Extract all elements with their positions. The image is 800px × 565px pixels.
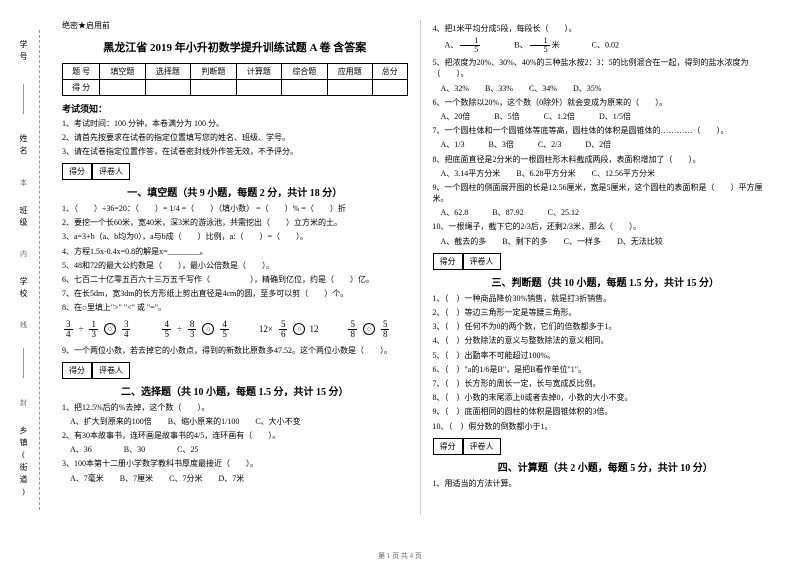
seal-mark: 封: [19, 399, 29, 406]
sidebar-label: 乡镇(街道): [18, 426, 29, 500]
score-box: 得分评卷人: [62, 362, 408, 379]
section-title: 一、填空题（共 9 小题，每题 2 分，共计 18 分）: [62, 184, 408, 199]
question: 1、（ ）一种商品降价30%销售，就是打3折销售。: [433, 293, 779, 304]
section-title: 二、选择题（共 10 小题，每题 1.5 分，共计 15 分）: [62, 383, 408, 398]
question: 9、（ ）底面相同的圆柱的体积是圆锥体积的3倍。: [433, 406, 779, 417]
question-options: A、20倍 B、5倍 C、1.2倍 D、1/5倍: [433, 111, 779, 122]
question: 5、48和72的最大公约数是（ ），最小公倍数是（ ）。: [62, 260, 408, 271]
question: 7、一个圆柱体和一个圆锥体等底等高，圆柱体的体积是圆锥体的…………（ ）。: [433, 125, 779, 136]
seal-mark: 本: [19, 179, 29, 186]
question: 6、一个数除以20%，这个数（0除外）就会变成为原来的（ ）。: [433, 97, 779, 108]
sidebar-label: 姓名: [18, 134, 29, 158]
score-box: 得分评卷人: [433, 438, 779, 455]
question: 8、（ ）小数的末尾添上0或者去掉0，小数的大小不变。: [433, 392, 779, 403]
question: 7、（ ）长方形的周长一定，长与宽成反比例。: [433, 378, 779, 389]
question-options: A、15 B、15米 C、0.02: [433, 37, 779, 54]
question: 8、在○里填上">" "<" 或 "="。: [62, 302, 408, 313]
binding-sidebar: 学号 姓名 本 班级 内 学校 线 封 乡镇(街道): [8, 30, 40, 510]
exam-title: 黑龙江省 2019 年小升初数学提升训练试题 A 卷 含答案: [62, 39, 408, 55]
question: 1、把12.5%后的%去掉，这个数（ ）。: [62, 402, 408, 413]
question: 4、方程1.5x-0.4x=0.8的解是x=________。: [62, 246, 408, 257]
sidebar-label: 学校: [18, 277, 29, 301]
question: 2、有30本故事书，连环画是故事书的4/5，连环画有（ ）。: [62, 430, 408, 441]
seal-mark: 内: [19, 250, 29, 257]
score-table: 题 号填空题选择题判断题计算题综合题应用题总分 得 分: [62, 63, 408, 96]
question: 10、（ ）假分数的倒数都小于1。: [433, 421, 779, 432]
question-options: A、截去的多 B、剩下的多 C、一样多 D、无法比较: [433, 236, 779, 247]
secret-label: 绝密★启用前: [62, 20, 408, 31]
table-row: 得 分: [63, 80, 408, 96]
page-footer: 第 1 页 共 4 页: [0, 551, 800, 561]
section-title: 四、计算题（共 2 小题，每题 5 分，共计 10 分）: [433, 459, 779, 474]
fraction-row: 34÷13○34 45÷83○45 12×56○12 58○58: [62, 320, 408, 339]
question: 10、一根绳子，截下它的2/3后，还剩2/3米，那么（ ）。: [433, 221, 779, 232]
question-options: A、62.8 B、87.92 C、25.12: [433, 207, 779, 218]
question: 8、把底面直径是2分米的一根圆柱形木料截成两段，表面积增加了（ ）。: [433, 154, 779, 165]
sidebar-label: 学号: [18, 40, 29, 64]
question-options: A、3.14平方分米 B、6.28平方分米 C、12.56平方分米: [433, 168, 779, 179]
notice-head: 考试须知：: [62, 102, 408, 115]
question: 4、把1米平均分成5段，每段长（ ）。: [433, 23, 779, 34]
question: 4、（ ）分数除法的意义与整数除法的意义相同。: [433, 335, 779, 346]
score-box: 得分评卷人: [433, 253, 779, 270]
table-row: 题 号填空题选择题判断题计算题综合题应用题总分: [63, 64, 408, 80]
question-options: A、32% B、33% C、34% D、35%: [433, 83, 779, 94]
question-options: A、1/3 B、3倍 C、2/3 D、2倍: [433, 139, 779, 150]
question: 3、（ ）任何不为0的两个数，它们的倍数都多于1。: [433, 321, 779, 332]
question-options: A、7毫米 B、7厘米 C、7分米 D、7米: [62, 473, 408, 484]
seal-mark: 线: [19, 321, 29, 328]
question-options: A、36 B、30 C、25: [62, 444, 408, 455]
question: 1、（ ）÷36=20：（ ）= 1/4 =（ ）（填小数） =（ ）% =（ …: [62, 203, 408, 214]
question: 9、一个圆柱的侧面展开图的长是12.56厘米，宽是5厘米，这个圆柱的表面积是（ …: [433, 182, 779, 204]
question: 2、（ ）等边三角形一定是等腰三角形。: [433, 307, 779, 318]
question: 5、（ ）出勤率不可能超过100%。: [433, 350, 779, 361]
question: 5、把浓度为20%、30%、40%的三种盐水按2：3：5的比例混合在一起，得到的…: [433, 57, 779, 79]
sidebar-label: 班级: [18, 206, 29, 230]
right-column: 4、把1米平均分成5段，每段长（ ）。 A、15 B、15米 C、0.02 5、…: [421, 20, 791, 515]
question: 6、（ ）"a的1/6是B"，是把B看作单位"1"。: [433, 364, 779, 375]
left-column: 绝密★启用前 黑龙江省 2019 年小升初数学提升训练试题 A 卷 含答案 题 …: [50, 20, 421, 515]
question: 2、要挖一个长60米，宽40米，深3米的游泳池，共需挖出（ ）立方米的土。: [62, 217, 408, 228]
notice-item: 1、考试时间：100 分钟，本卷满分为 100 分。: [62, 118, 408, 129]
question: 9、一个两位小数，若去掉它的小数点，得到的新数比原数多47.52。这个两位小数是…: [62, 345, 408, 356]
notice-item: 3、请在试卷指定位置作答，在试卷密封线外作答无效，不予评分。: [62, 146, 408, 157]
score-box: 得分评卷人: [62, 163, 408, 180]
question: 3、100本第十二册小学数学教科书厚度最接近（ ）。: [62, 458, 408, 469]
question: 3、a=3+b（a、b均为0），a与b成（ ）比例，a:（ ）=（ ）。: [62, 231, 408, 242]
question-options: A、扩大到原来的100倍 B、缩小原来的1/100 C、大小不变: [62, 416, 408, 427]
question: 1、用适当的方法计算。: [433, 478, 779, 489]
question: 7、在长5dm，宽3dm的长方形纸上剪出直径是4cm的圆，至多可以剪（ ）个。: [62, 288, 408, 299]
section-title: 三、判断题（共 10 小题，每题 1.5 分，共计 15 分）: [433, 274, 779, 289]
question: 6、七百二十亿零五百六十三万五千写作（ ），精确到亿位，约是（ ）亿。: [62, 274, 408, 285]
notice-item: 2、请首先按要求在试卷的指定位置填写您的姓名、班级、学号。: [62, 132, 408, 143]
